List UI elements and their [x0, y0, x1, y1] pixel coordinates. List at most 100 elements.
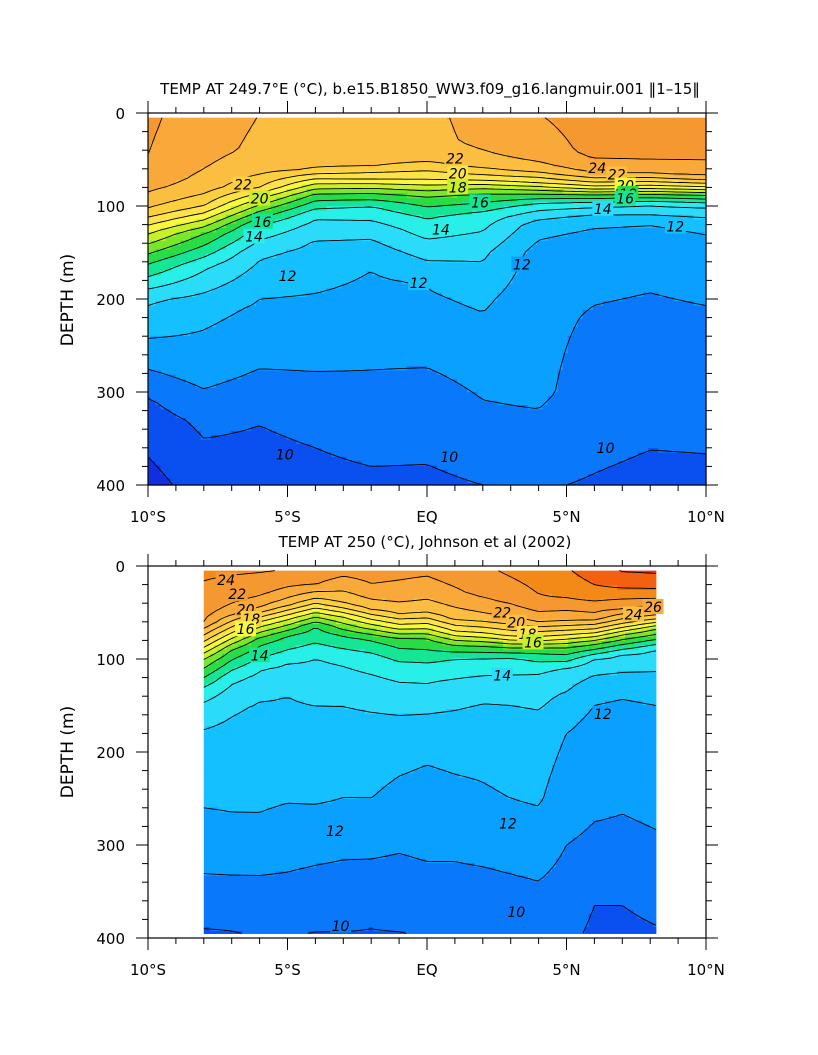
contour-cell: [316, 124, 323, 130]
contour-cell: [492, 240, 498, 246]
contour-cell: [427, 128, 433, 134]
contour-cell: [210, 167, 217, 173]
contour-cell: [577, 175, 584, 181]
contour-cell: [205, 141, 212, 147]
contour-cell: [311, 271, 318, 276]
contour-cell: [366, 262, 373, 268]
contour-cell: [185, 301, 192, 307]
contour-cell: [376, 253, 383, 259]
contour-cell: [276, 137, 282, 143]
contour-cell: [276, 258, 282, 264]
contour-cell: [552, 201, 559, 207]
contour-cell: [200, 119, 207, 125]
contour-cell: [607, 132, 614, 138]
contour-cell: [517, 292, 524, 298]
contour-cell: [562, 219, 569, 225]
contour-cell: [487, 117, 493, 121]
contour-cell: [346, 288, 353, 294]
contour-cell: [522, 301, 529, 307]
contour-cell: [633, 124, 639, 130]
contour-cell: [225, 141, 232, 147]
contour-cell: [155, 253, 162, 259]
contour-cell: [648, 175, 654, 181]
contour-cell: [587, 240, 594, 246]
contour-cell: [321, 284, 328, 289]
contour-cell: [582, 206, 589, 212]
contour-cell: [567, 288, 574, 294]
contour-cell: [668, 137, 674, 143]
contour-cell: [341, 271, 348, 276]
contour-cell: [552, 193, 559, 199]
contour-cell: [688, 145, 695, 151]
contour-cell: [653, 232, 659, 238]
contour-cell: [155, 279, 162, 285]
contour-cell: [607, 288, 614, 294]
contour-cell: [225, 180, 232, 186]
contour-cell: [165, 201, 172, 207]
contour-cell: [487, 132, 493, 138]
contour-cell: [311, 184, 318, 190]
contour-cell: [658, 284, 664, 289]
contour-cell: [613, 132, 619, 138]
contour-cell: [331, 119, 338, 125]
contour-cell: [230, 245, 237, 251]
contour-cell: [592, 240, 599, 246]
contour-cell: [381, 232, 388, 238]
contour-cell: [567, 271, 574, 276]
contour-cell: [452, 284, 458, 289]
contour-cell: [381, 154, 388, 160]
contour-cell: [532, 232, 539, 238]
contour-cell: [683, 236, 690, 242]
contour-cell: [688, 262, 695, 268]
contour-cell: [326, 240, 333, 246]
contour-cell: [497, 188, 504, 194]
contour-cell: [698, 262, 705, 268]
contour-cell: [482, 137, 488, 143]
contour-cell: [150, 167, 157, 173]
contour-cell: [587, 132, 594, 138]
contour-cell: [281, 119, 287, 125]
contour-cell: [155, 175, 162, 181]
contour-cell: [582, 119, 589, 125]
contour-cell: [648, 119, 654, 125]
contour-cell: [427, 188, 433, 194]
contour-cell: [276, 175, 282, 181]
contour-cell: [557, 245, 564, 251]
contour-cell: [376, 266, 383, 272]
contour-cell: [648, 141, 654, 147]
contour-cell: [381, 124, 388, 130]
contour-cell: [668, 201, 674, 207]
contour-cell: [391, 214, 398, 220]
contour-cell: [492, 253, 498, 259]
contour-cell: [552, 180, 559, 186]
contour-cell: [527, 163, 534, 168]
contour-cell: [215, 279, 222, 285]
contour-cell: [311, 175, 318, 181]
contour-cell: [165, 150, 172, 155]
contour-cell: [356, 305, 363, 311]
contour-cell: [633, 158, 639, 164]
contour-cell: [316, 297, 323, 302]
contour-cell: [170, 271, 177, 276]
contour-cell: [532, 288, 539, 294]
contour-cell: [351, 258, 358, 264]
contour-cell: [195, 141, 202, 147]
contour-cell: [190, 167, 197, 173]
contour-cell: [618, 150, 624, 155]
contour-cell: [592, 184, 599, 190]
contour-cell: [552, 132, 559, 138]
contour-cell: [502, 266, 509, 272]
contour-cell: [301, 266, 307, 272]
contour-cell: [607, 141, 614, 147]
contour-cell: [432, 128, 438, 134]
contour-cell: [602, 284, 609, 289]
contour-cell: [623, 301, 629, 307]
contour-cell: [638, 137, 644, 143]
contour-cell: [663, 210, 669, 216]
contour-cell: [457, 275, 463, 281]
contour-cell: [512, 288, 519, 294]
contour-cell: [195, 297, 202, 302]
contour-cell: [663, 279, 669, 285]
contour-cell: [391, 201, 398, 207]
contour-cell: [437, 253, 443, 259]
